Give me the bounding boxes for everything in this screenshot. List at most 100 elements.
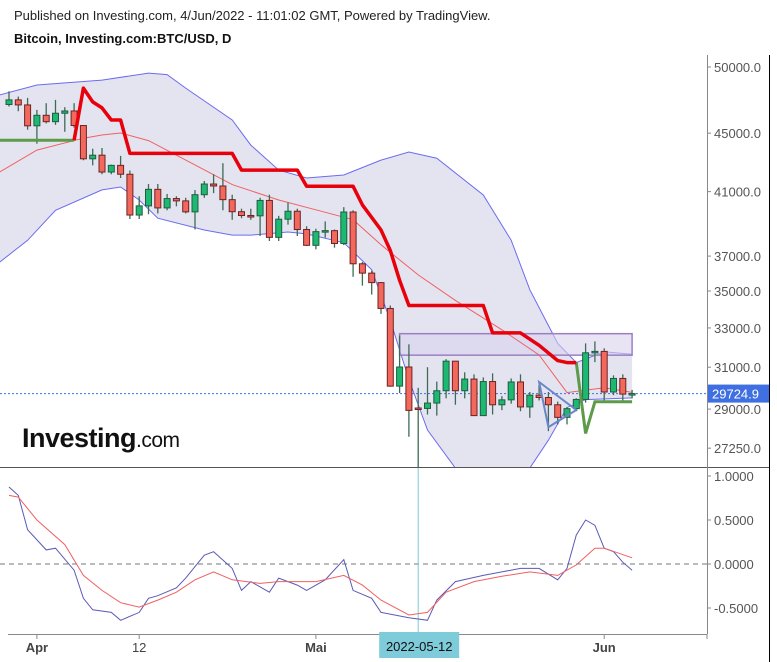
investing-logo: Investing.com [22,423,180,454]
candle-body [582,352,590,400]
candle-2022-04-11[interactable] [126,170,134,220]
candle-2022-04-16[interactable] [172,196,180,207]
candle-2022-04-19[interactable] [200,180,208,198]
candle-body [163,198,171,209]
triangle-drawing[interactable] [537,379,579,429]
candle-2022-04-15[interactable] [163,193,171,211]
candle-2022-03-30[interactable] [14,96,22,112]
candle-2022-04-27[interactable] [275,215,283,242]
candle-2022-04-01[interactable] [33,109,41,144]
candle-body [154,188,162,209]
candle-body [610,377,617,393]
price-panel[interactable] [0,72,707,468]
candle-2022-04-17[interactable] [182,197,190,214]
candle-2022-06-01[interactable] [600,348,608,401]
candle-body [442,360,450,392]
candle-2022-05-06[interactable] [358,262,366,286]
candle-2022-05-13[interactable] [424,367,431,415]
candle-2022-04-20[interactable] [210,174,218,194]
candle-2022-05-30[interactable] [582,343,590,403]
candle-2022-03-31[interactable] [24,97,32,130]
candle-body [619,377,627,395]
candle-body [331,230,338,244]
x-tick-label: Mai [305,640,327,655]
candle-2022-05-11[interactable] [405,344,413,437]
candle-2022-04-24[interactable] [247,208,255,220]
x-tick-label: Jun [593,640,616,655]
crosshair-date-label: 2022-05-12 [386,639,453,654]
candle-body [591,350,599,354]
candle-body [117,164,125,175]
candle-2022-04-02[interactable] [42,103,50,124]
candle-2022-05-16[interactable] [451,360,459,405]
candle-2022-04-30[interactable] [303,226,311,246]
candle-body [200,183,208,196]
candle-2022-05-20[interactable] [489,373,497,415]
candle-2022-05-01[interactable] [312,228,320,250]
candle-body [368,272,376,284]
candle-2022-05-18[interactable] [470,374,478,417]
candle-body [414,407,422,411]
candle-2022-04-18[interactable] [191,190,199,230]
candle-body [5,99,13,106]
candle-2022-04-25[interactable] [256,197,264,237]
candle-2022-04-07[interactable] [89,148,97,166]
bollinger-upper-line [0,72,633,364]
candle-2022-05-04[interactable] [340,207,348,246]
candle-2022-06-04[interactable] [628,389,636,399]
candle-2022-05-12[interactable] [414,387,422,468]
candle-2022-03-29[interactable] [5,91,13,107]
candle-2022-05-31[interactable] [591,341,599,363]
last-price-label: 29724.9 [712,387,759,402]
candle-2022-04-21[interactable] [219,163,227,211]
candle-body [312,231,320,246]
osc-tick-label: 1.0000 [714,469,754,484]
candle-2022-05-24[interactable] [526,391,534,418]
y-tick-label: 41000.0 [714,185,761,200]
candle-2022-05-19[interactable] [479,377,487,417]
candle-2022-04-12[interactable] [135,196,143,220]
candle-2022-05-09[interactable] [386,305,394,387]
trend-down-line [72,86,577,365]
candle-2022-05-08[interactable] [377,282,385,314]
candle-2022-04-08[interactable] [98,147,106,175]
candle-2022-04-10[interactable] [117,155,125,178]
y-tick-label: 29000.0 [714,402,761,417]
candle-body [479,381,487,417]
candle-2022-05-03[interactable] [331,229,338,248]
candle-2022-05-10[interactable] [396,335,404,394]
candle-2022-06-03[interactable] [619,374,627,403]
candle-2022-05-21[interactable] [498,396,506,411]
candle-body [210,183,218,187]
candle-2022-04-29[interactable] [293,208,301,237]
candle-2022-04-13[interactable] [145,184,152,215]
candle-2022-04-14[interactable] [154,184,162,214]
candle-body [219,185,227,201]
candle-2022-06-02[interactable] [610,375,617,396]
candle-2022-05-22[interactable] [507,378,515,404]
candle-2022-04-26[interactable] [265,194,273,242]
candle-2022-04-06[interactable] [79,125,87,161]
oscillator-panel[interactable] [0,468,707,634]
candle-2022-04-23[interactable] [238,208,245,219]
candle-2022-04-22[interactable] [228,194,236,220]
candle-2022-04-03[interactable] [52,99,59,125]
candle-2022-05-17[interactable] [461,372,469,399]
trend-up-line [574,362,633,434]
candle-2022-05-15[interactable] [442,359,450,399]
candle-body [247,215,255,218]
candle-2022-05-05[interactable] [349,210,357,277]
y-tick-label: 37000.0 [714,249,761,264]
candle-body [340,211,348,244]
candle-2022-05-02[interactable] [321,221,329,238]
candle-2022-05-07[interactable] [368,270,376,295]
candle-2022-04-09[interactable] [107,164,115,175]
candle-2022-05-14[interactable] [433,381,441,416]
bollinger-band-fill [0,73,633,467]
candle-2022-04-28[interactable] [284,202,292,225]
candle-2022-04-04[interactable] [61,107,69,132]
symbol-title: Bitcoin, Investing.com:BTC/USD, D [14,31,232,46]
candle-2022-05-23[interactable] [517,374,524,412]
candle-body [33,114,41,127]
